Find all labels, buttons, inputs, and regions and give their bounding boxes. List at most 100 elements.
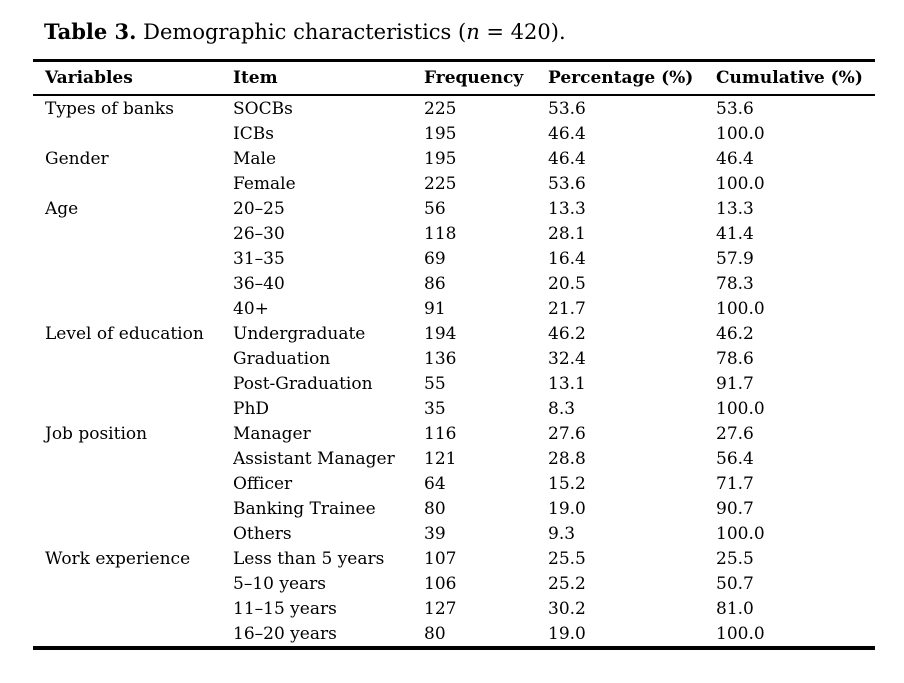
cell-cumulative: 57.9 — [716, 248, 754, 269]
cell-variable: Gender — [45, 148, 109, 169]
table-row: 31–35 69 16.4 57.9 — [33, 246, 875, 271]
cell-percentage: 15.2 — [548, 473, 586, 494]
cell-percentage: 30.2 — [548, 598, 586, 619]
cell-variable — [33, 621, 233, 648]
col-header-percentage: Percentage (%) — [548, 60, 716, 96]
table-row: Female 225 53.6 100.0 — [33, 171, 875, 196]
cell-frequency: 195 — [424, 123, 457, 144]
cell-percentage: 13.1 — [548, 373, 586, 394]
cell-percentage: 25.5 — [548, 548, 586, 569]
cell-variable — [33, 496, 233, 521]
cell-cumulative: 27.6 — [716, 423, 754, 444]
table-row: 26–30 118 28.1 41.4 — [33, 221, 875, 246]
cell-frequency: 195 — [424, 148, 457, 169]
cell-percentage: 19.0 — [548, 623, 586, 644]
cell-variable — [33, 171, 233, 196]
cell-frequency: 80 — [424, 623, 446, 644]
cell-frequency: 116 — [424, 423, 457, 444]
cell-frequency: 127 — [424, 598, 457, 619]
cell-variable — [33, 521, 233, 546]
cell-item: Male — [233, 148, 277, 169]
cell-item: Graduation — [233, 348, 331, 369]
cell-cumulative: 71.7 — [716, 473, 754, 494]
cell-item: Female — [233, 173, 296, 194]
col-header-variables: Variables — [33, 60, 233, 96]
demographics-table: Variables Item Frequency Percentage (%) … — [33, 59, 875, 650]
cell-cumulative: 56.4 — [716, 448, 754, 469]
table-row: Work experience Less than 5 years 107 25… — [33, 546, 875, 571]
table-title-label: Table 3. — [44, 19, 137, 44]
cell-percentage: 20.5 — [548, 273, 586, 294]
cell-cumulative: 100.0 — [716, 623, 765, 644]
cell-frequency: 121 — [424, 448, 457, 469]
table-row: 16–20 years 80 19.0 100.0 — [33, 621, 875, 648]
cell-cumulative: 78.3 — [716, 273, 754, 294]
cell-cumulative: 100.0 — [716, 298, 765, 319]
cell-variable — [33, 221, 233, 246]
cell-item: 20–25 — [233, 198, 285, 219]
cell-cumulative: 100.0 — [716, 173, 765, 194]
cell-variable — [33, 296, 233, 321]
cell-variable — [33, 371, 233, 396]
table-row: ICBs 195 46.4 100.0 — [33, 121, 875, 146]
table-header-row: Variables Item Frequency Percentage (%) … — [33, 60, 875, 96]
cell-frequency: 56 — [424, 198, 446, 219]
cell-item: 36–40 — [233, 273, 285, 294]
cell-percentage: 28.1 — [548, 223, 586, 244]
table-title: Table 3. Demographic characteristics (n … — [44, 18, 566, 46]
cell-frequency: 107 — [424, 548, 457, 569]
cell-percentage: 28.8 — [548, 448, 586, 469]
cell-cumulative: 50.7 — [716, 573, 754, 594]
table-row: 5–10 years 106 25.2 50.7 — [33, 571, 875, 596]
table-row: Level of education Undergraduate 194 46.… — [33, 321, 875, 346]
cell-variable — [33, 596, 233, 621]
cell-percentage: 46.4 — [548, 123, 586, 144]
cell-cumulative: 91.7 — [716, 373, 754, 394]
table-row: 11–15 years 127 30.2 81.0 — [33, 596, 875, 621]
cell-item: 16–20 years — [233, 623, 337, 644]
cell-item: 40+ — [233, 298, 269, 319]
cell-cumulative: 53.6 — [716, 98, 754, 119]
table-row: Gender Male 195 46.4 46.4 — [33, 146, 875, 171]
cell-item: SOCBs — [233, 98, 293, 119]
cell-frequency: 80 — [424, 498, 446, 519]
table-row: Job position Manager 116 27.6 27.6 — [33, 421, 875, 446]
cell-variable — [33, 246, 233, 271]
cell-variable: Types of banks — [45, 98, 174, 119]
cell-frequency: 39 — [424, 523, 446, 544]
cell-cumulative: 90.7 — [716, 498, 754, 519]
table-row: 36–40 86 20.5 78.3 — [33, 271, 875, 296]
col-header-cumulative: Cumulative (%) — [716, 60, 875, 96]
cell-cumulative: 46.2 — [716, 323, 754, 344]
table-body: Types of banks SOCBs 225 53.6 53.6 ICBs … — [33, 95, 875, 648]
cell-variable: Age — [45, 198, 79, 219]
cell-item: 26–30 — [233, 223, 285, 244]
table-title-text: Demographic characteristics ( — [136, 20, 467, 44]
cell-variable — [33, 271, 233, 296]
cell-frequency: 64 — [424, 473, 446, 494]
cell-item: Banking Trainee — [233, 498, 376, 519]
cell-item: PhD — [233, 398, 270, 419]
cell-cumulative: 46.4 — [716, 148, 754, 169]
cell-item: 31–35 — [233, 248, 285, 269]
cell-cumulative: 25.5 — [716, 548, 754, 569]
cell-cumulative: 78.6 — [716, 348, 754, 369]
table-title-n-symbol: n — [466, 20, 480, 44]
table-title-sample-size: = 420). — [479, 20, 566, 44]
table-row: Types of banks SOCBs 225 53.6 53.6 — [33, 95, 875, 121]
cell-variable — [33, 571, 233, 596]
cell-percentage: 46.2 — [548, 323, 586, 344]
cell-percentage: 19.0 — [548, 498, 586, 519]
cell-cumulative: 13.3 — [716, 198, 754, 219]
cell-cumulative: 41.4 — [716, 223, 754, 244]
cell-variable — [33, 121, 233, 146]
table-row: Others 39 9.3 100.0 — [33, 521, 875, 546]
col-header-item: Item — [233, 60, 424, 96]
cell-percentage: 9.3 — [548, 523, 576, 544]
cell-item: Post-Graduation — [233, 373, 373, 394]
cell-percentage: 13.3 — [548, 198, 586, 219]
cell-percentage: 27.6 — [548, 423, 586, 444]
cell-percentage: 25.2 — [548, 573, 586, 594]
cell-frequency: 69 — [424, 248, 446, 269]
